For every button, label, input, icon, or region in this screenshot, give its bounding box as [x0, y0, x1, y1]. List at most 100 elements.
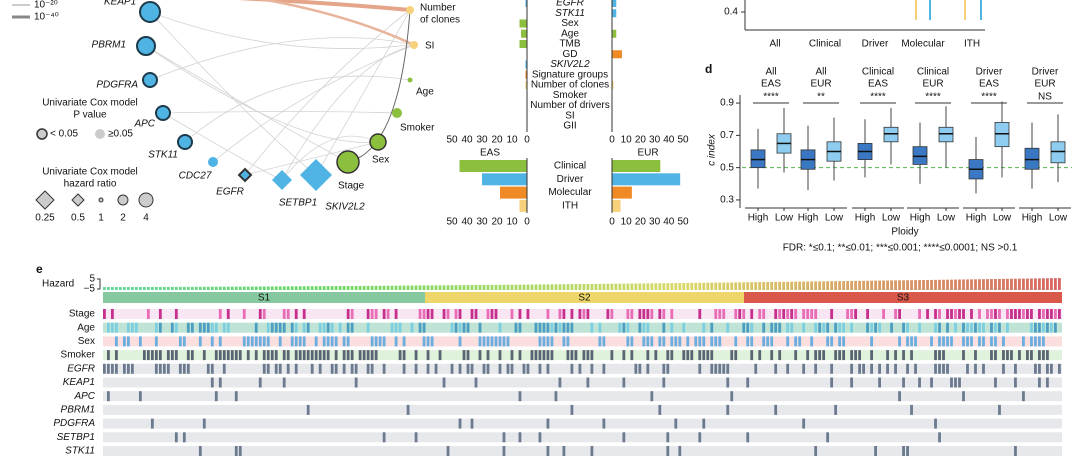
cell	[826, 432, 830, 443]
hazard-bar	[994, 278, 997, 290]
cell	[930, 336, 933, 347]
edge	[244, 141, 379, 176]
cell	[734, 336, 738, 347]
cell	[286, 350, 290, 361]
cell	[954, 322, 957, 333]
hazard-bar	[638, 283, 642, 290]
label: Hazard	[42, 279, 74, 290]
hazard-bar	[450, 285, 454, 290]
label: 40	[461, 135, 473, 146]
cell	[326, 322, 330, 333]
hazard-bar	[506, 284, 510, 290]
cell	[434, 363, 438, 374]
cell	[590, 363, 594, 374]
hazard-bar	[338, 286, 342, 290]
cell	[498, 350, 502, 361]
cell	[294, 350, 298, 361]
edge	[315, 9, 411, 176]
cell	[778, 322, 782, 333]
cell	[414, 350, 418, 361]
cell	[178, 336, 182, 347]
hazard-bar	[374, 285, 378, 290]
cell	[1014, 377, 1017, 388]
cell	[590, 322, 594, 333]
cell	[290, 322, 294, 333]
hazard-bar	[298, 286, 302, 290]
cell	[754, 363, 758, 374]
cell	[302, 336, 306, 347]
cell	[1030, 350, 1033, 361]
hazard-bar	[290, 286, 294, 290]
cell	[790, 322, 794, 333]
cell	[466, 350, 470, 361]
cell	[722, 309, 726, 319]
label: SI	[565, 110, 574, 121]
cell	[602, 363, 606, 374]
label: 20	[491, 217, 503, 228]
hazard-bar	[766, 282, 770, 290]
label: High	[1022, 213, 1043, 224]
label: Smoker	[553, 90, 588, 101]
cell	[938, 322, 941, 333]
bar	[525, 81, 527, 89]
cell	[586, 309, 590, 319]
cell	[334, 363, 338, 374]
cell	[502, 446, 506, 456]
bar	[521, 29, 527, 38]
cell	[1006, 350, 1009, 361]
cell	[542, 322, 546, 333]
hazard-bar	[334, 286, 338, 290]
cell	[918, 309, 921, 319]
cell	[150, 350, 154, 361]
cell	[406, 404, 410, 415]
cell	[670, 309, 674, 319]
cell	[538, 336, 542, 347]
cell	[210, 377, 214, 388]
cell	[582, 309, 586, 319]
cell	[450, 363, 454, 374]
cell	[106, 363, 110, 374]
edge	[347, 9, 411, 163]
legend-shape	[138, 192, 154, 208]
label: SETBP1	[57, 432, 95, 443]
cell	[226, 309, 230, 319]
label: 0.4	[724, 7, 738, 18]
cell	[546, 446, 550, 456]
cell	[606, 309, 610, 319]
hazard-bar	[958, 279, 961, 290]
hazard-bar	[278, 286, 282, 290]
cell	[114, 322, 118, 333]
cell	[910, 350, 913, 361]
cell	[970, 322, 973, 333]
cell	[258, 336, 262, 347]
cell	[586, 350, 590, 361]
cell	[566, 336, 570, 347]
hazard-bar	[438, 285, 442, 290]
cell	[714, 363, 718, 374]
cell	[358, 350, 362, 361]
cell	[218, 336, 222, 347]
cell	[746, 322, 750, 333]
label: 10⁻²⁰	[34, 0, 58, 11]
cell	[146, 309, 150, 319]
cell	[326, 336, 330, 347]
cell	[458, 309, 462, 319]
cell	[426, 350, 430, 361]
cell	[402, 350, 406, 361]
cell	[242, 309, 246, 319]
cell	[674, 336, 678, 347]
cell	[422, 322, 426, 333]
cell	[234, 391, 238, 402]
cell	[1014, 309, 1017, 319]
hazard-bar	[134, 286, 138, 290]
cell	[202, 418, 206, 429]
cell	[710, 350, 714, 361]
hazard-bar	[730, 282, 734, 290]
hazard-bar	[722, 282, 726, 290]
cell	[658, 404, 662, 415]
cell	[558, 309, 562, 319]
hazard-bar	[874, 280, 877, 290]
label: c index	[707, 133, 718, 166]
hazard-bar	[710, 282, 714, 290]
cell	[103, 363, 106, 374]
